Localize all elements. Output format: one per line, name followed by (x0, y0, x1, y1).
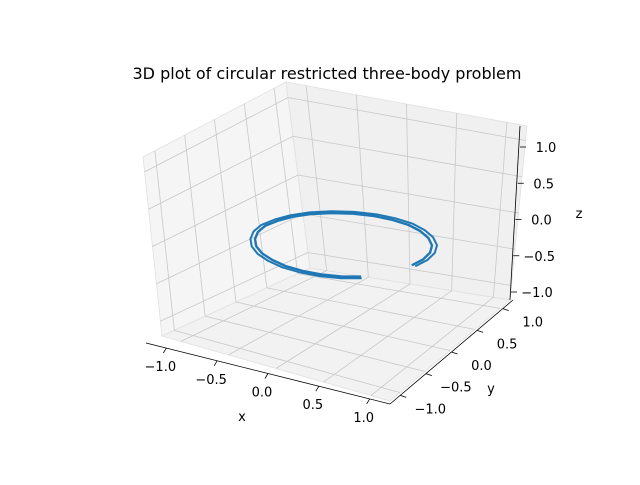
y-grid-floor-4 (297, 273, 501, 309)
x-tick-label-2: 0.0 (252, 386, 273, 401)
y-tick-mark-4 (502, 308, 509, 312)
z-grid-0 (160, 252, 512, 322)
grid-lines (144, 85, 526, 396)
y-tick-mark-0 (400, 394, 407, 398)
z-grid-3 (148, 135, 523, 210)
trajectory-line-pass-0 (249, 210, 438, 280)
trajectory-line-0 (253, 211, 434, 278)
y-tick-mark-3 (476, 329, 484, 333)
x-tick-label-1: −0.5 (195, 373, 227, 388)
z-grid-2 (152, 174, 519, 247)
z-tick-label-3: 0.5 (533, 177, 554, 192)
z-axis-label: z (576, 207, 583, 222)
z-tick-label-4: 1.0 (536, 141, 557, 156)
x-axis-label: x (238, 410, 246, 425)
y-tick-mark-2 (451, 351, 458, 355)
x-tick-label-3: 0.5 (302, 398, 323, 413)
x-tick-label-0: −1.0 (145, 360, 177, 375)
y-grid-floor-3 (266, 287, 476, 330)
z-tick-label-0: −1.0 (521, 286, 553, 301)
x-tick-mark-2 (264, 373, 269, 379)
y-tick-mark-1 (425, 373, 433, 377)
axes-panes (142, 81, 528, 402)
z-ticks: −1.0 −0.5 0.0 0.5 1.0 (511, 141, 556, 301)
z-tick-label-1: −0.5 (523, 250, 555, 265)
chart-title: 3D plot of circular restricted three-bod… (133, 64, 522, 83)
y-grid-floor-0 (174, 329, 401, 393)
y-ticks: −1.0 −0.5 0.0 0.5 1.0 (400, 308, 543, 417)
y-axis-label: y (487, 382, 495, 397)
z-axis-line (509, 125, 521, 301)
y-tick-label-4: 1.0 (522, 316, 543, 331)
z-tick-label-2: 0.0 (531, 214, 552, 229)
y-grid-floor-1 (205, 315, 426, 372)
y-tick-label-3: 0.5 (497, 337, 518, 352)
x-tick-mark-4 (366, 398, 371, 405)
y-tick-label-0: −1.0 (414, 402, 446, 417)
trajectory-series (249, 210, 438, 280)
y-grid-floor-2 (235, 301, 451, 351)
x-tick-mark-0 (162, 347, 167, 354)
y-tick-label-1: −0.5 (440, 381, 472, 396)
y-tick-label-2: 0.0 (471, 359, 492, 374)
x-ticks: −1.0 −0.5 0.0 0.5 1.0 (145, 347, 374, 426)
z-grid-4 (144, 97, 526, 173)
x-tick-label-4: 1.0 (353, 411, 374, 426)
x-tick-mark-1 (213, 360, 218, 366)
x-tick-mark-3 (315, 386, 320, 392)
